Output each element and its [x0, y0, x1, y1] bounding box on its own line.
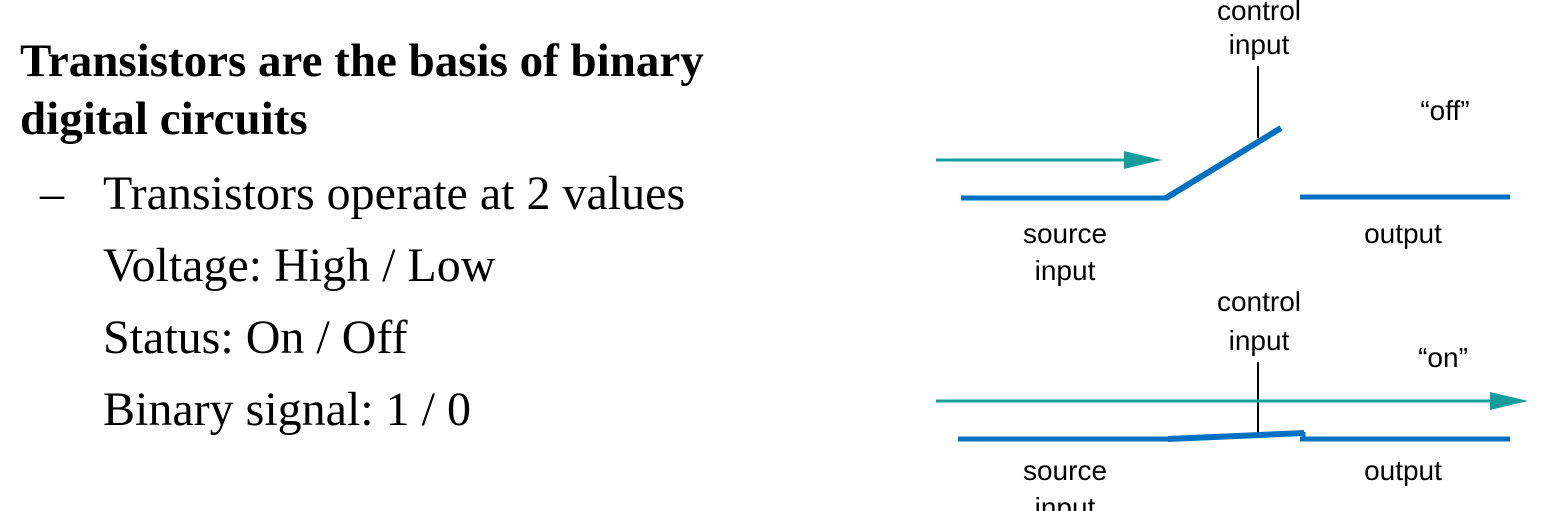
- off-control-label-line2: input: [1229, 29, 1290, 60]
- on-control-label-line2: input: [1229, 325, 1290, 356]
- heading-line-2: digital circuits: [20, 93, 308, 145]
- on-switch: control input “on” source input output: [936, 286, 1528, 511]
- off-source-label-line2: input: [1035, 255, 1096, 286]
- on-control-label-line1: control: [1217, 286, 1301, 317]
- on-signal-arrowhead: [1490, 392, 1528, 410]
- on-source-label-line2: input: [1035, 492, 1096, 511]
- heading-line-1: Transistors are the basis of binary: [20, 35, 704, 87]
- slide-heading: Transistors are the basis of binary digi…: [20, 32, 900, 148]
- slide-text: Transistors are the basis of binary digi…: [20, 32, 900, 446]
- off-source-label-line1: source: [1023, 218, 1107, 249]
- off-signal-arrowhead: [1124, 151, 1162, 169]
- bullet-line-1: Transistors operate at 2 values: [103, 167, 686, 220]
- bullet-line-2: Voltage: High / Low: [103, 239, 496, 292]
- on-switch-blade: [1167, 430, 1305, 442]
- off-output-label: output: [1364, 218, 1442, 249]
- bullet-line-4: Binary signal: 1 / 0: [103, 383, 471, 436]
- off-switch-blade: [1164, 125, 1283, 201]
- off-control-label-line1: control: [1217, 0, 1301, 26]
- off-switch: control input “off” source input output: [936, 0, 1510, 286]
- bullet-dash: –: [40, 167, 64, 220]
- off-state-label: “off”: [1420, 95, 1469, 126]
- bullet-list: – Transistors operate at 2 values Voltag…: [20, 158, 900, 446]
- on-source-label-line1: source: [1023, 455, 1107, 486]
- on-output-label: output: [1364, 455, 1442, 486]
- on-state-label: “on”: [1418, 342, 1468, 373]
- bullet-line-3: Status: On / Off: [103, 311, 408, 364]
